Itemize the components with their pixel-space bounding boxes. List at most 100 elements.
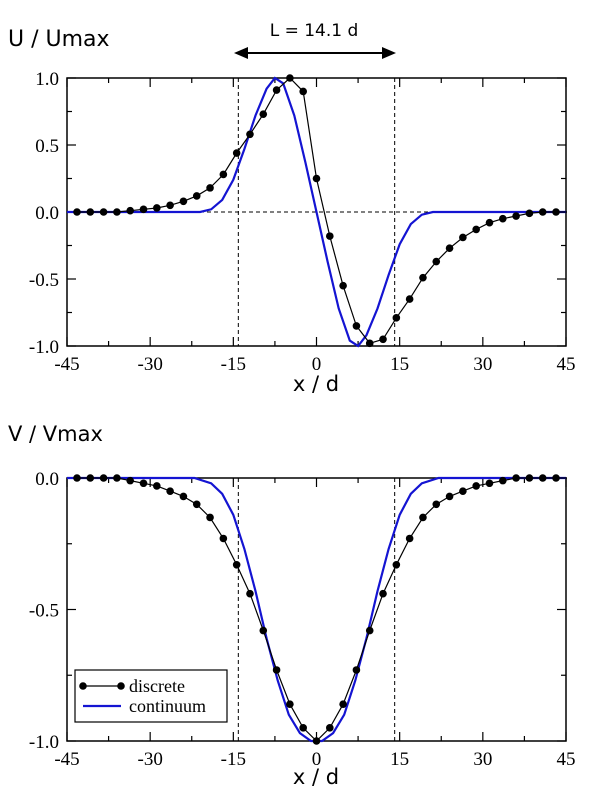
length-annotation-label: L = 14.1 d: [270, 21, 359, 41]
top-series-discrete-point: [432, 257, 441, 266]
bottom-series-discrete-point: [485, 479, 494, 488]
bottom-series-discrete-point: [552, 474, 560, 482]
top-x-tick-label: 45: [557, 354, 576, 375]
legend-label-continuum: continuum: [129, 696, 206, 716]
bottom-series-discrete-point: [179, 492, 188, 501]
bottom-series-discrete-point: [312, 737, 321, 745]
top-series-discrete-point: [365, 339, 374, 348]
top-series-discrete-point: [126, 206, 135, 215]
top-y-tick-label: 0.5: [35, 136, 59, 157]
top-series-discrete-point: [392, 314, 401, 322]
top-series-discrete-point: [166, 201, 174, 210]
top-series-discrete-point: [498, 214, 507, 223]
bottom-series-discrete-point: [445, 492, 454, 501]
bottom-x-tick-label: -15: [221, 749, 246, 770]
top-series-discrete-point: [419, 273, 427, 282]
top-series-discrete-point: [485, 218, 494, 227]
bottom-series-discrete-point: [99, 474, 108, 482]
legend-label-discrete: discrete: [129, 676, 185, 696]
bottom-series-discrete-point: [339, 700, 347, 708]
bottom-x-axis-title: x / d: [293, 765, 339, 789]
bottom-series-discrete-point: [86, 474, 95, 482]
bottom-x-tick-label: 45: [557, 749, 576, 770]
bottom-series-discrete-point: [246, 589, 254, 598]
top-series-discrete-point: [179, 197, 188, 206]
bottom-y-tick-label: -1.0: [29, 732, 59, 753]
bottom-series-discrete-point: [272, 666, 281, 674]
bottom-series-discrete-point: [405, 534, 414, 543]
top-panel: -45 -30 -15 0 15 30 45 1.0 0.5 0.0 -0.5 -1.0: [29, 69, 576, 375]
top-series-discrete-point: [339, 281, 347, 290]
top-series-discrete-point: [232, 149, 241, 157]
top-series-discrete-point: [192, 192, 201, 200]
bottom-y-tick-label: 0.0: [35, 469, 59, 490]
bottom-series-discrete-point: [126, 476, 135, 485]
top-series-discrete-point: [552, 208, 560, 216]
top-x-tick-label: 15: [390, 354, 409, 375]
bottom-series-discrete-point: [139, 479, 148, 488]
bottom-series-discrete-point: [219, 534, 228, 543]
bottom-series-discrete-point: [379, 589, 387, 598]
top-series-discrete-point: [405, 295, 414, 303]
top-series-discrete-point: [379, 335, 387, 344]
top-series-discrete-point: [272, 86, 281, 94]
length-arrow: [234, 47, 396, 59]
top-series-discrete-point: [206, 184, 214, 192]
top-series-discrete-point: [259, 110, 268, 118]
top-series-discrete-point: [139, 205, 148, 214]
top-y-axis-title: U / Umax: [8, 27, 110, 52]
top-series-discrete-point: [99, 208, 108, 216]
top-x-tick-label: -45: [54, 354, 79, 375]
top-series-discrete-point: [512, 212, 520, 220]
bottom-series-discrete-point: [232, 560, 241, 569]
bottom-x-tick-label: -45: [54, 749, 79, 770]
top-series-discrete-point: [459, 233, 467, 242]
top-y-tick-label: 1.0: [35, 69, 59, 90]
top-series-discrete-point: [153, 204, 161, 212]
bottom-series-discrete-point: [113, 474, 121, 482]
bottom-x-tick-label: 0: [312, 749, 322, 770]
top-series-discrete-point: [312, 174, 321, 183]
top-x-tick-label: -30: [138, 354, 163, 375]
bottom-y-tick-label: -0.5: [29, 601, 59, 622]
top-series-discrete-point: [246, 130, 254, 139]
top-x-tick-label: -15: [221, 354, 246, 375]
bottom-series-discrete-point: [153, 482, 161, 490]
bottom-series-discrete-point: [498, 476, 507, 485]
bottom-series-discrete-point: [419, 513, 427, 522]
top-series-discrete-point: [445, 244, 454, 252]
bottom-series-discrete-point: [525, 474, 534, 482]
top-series-discrete-point: [286, 74, 294, 82]
bottom-x-tick-label: 30: [473, 749, 492, 770]
bottom-y-axis-title: V / Vmax: [8, 422, 103, 446]
legend-marker: [79, 682, 87, 690]
top-series-discrete-point: [113, 208, 121, 216]
bottom-series-discrete-point: [259, 626, 268, 635]
top-y-tick-label: 0.0: [35, 203, 59, 224]
bottom-panel: -45 -30 -15 0 15 30 45 0.0 -0.5 -1.0 discreteconti…: [29, 469, 576, 770]
bottom-series-discrete-point: [432, 500, 441, 509]
top-series-discrete-point: [326, 232, 334, 240]
bottom-series-discrete-point: [512, 474, 520, 482]
bottom-series-discrete-point: [206, 513, 214, 522]
bottom-series-discrete-point: [352, 666, 361, 674]
bottom-series-discrete-point: [365, 626, 374, 635]
bottom-series-discrete-point: [192, 500, 201, 509]
legend-marker: [117, 682, 125, 690]
bottom-series-discrete-point: [326, 724, 334, 732]
top-series-discrete-line: [77, 77, 567, 344]
top-series-discrete-point: [299, 87, 307, 96]
top-series-discrete-point: [525, 209, 534, 218]
top-series-discrete-point: [352, 322, 361, 330]
bottom-series-discrete-point: [392, 560, 401, 569]
top-series-discrete-point: [86, 208, 95, 216]
top-series-discrete-point: [219, 170, 228, 179]
bottom-series-discrete-point: [459, 487, 467, 495]
top-series-discrete-point: [538, 208, 547, 216]
top-y-tick-label: -0.5: [29, 270, 59, 291]
legend-box: [74, 669, 228, 723]
top-x-tick-label: 30: [473, 354, 492, 375]
bottom-series-discrete-point: [286, 700, 294, 708]
top-y-tick-label: -1.0: [29, 337, 59, 358]
